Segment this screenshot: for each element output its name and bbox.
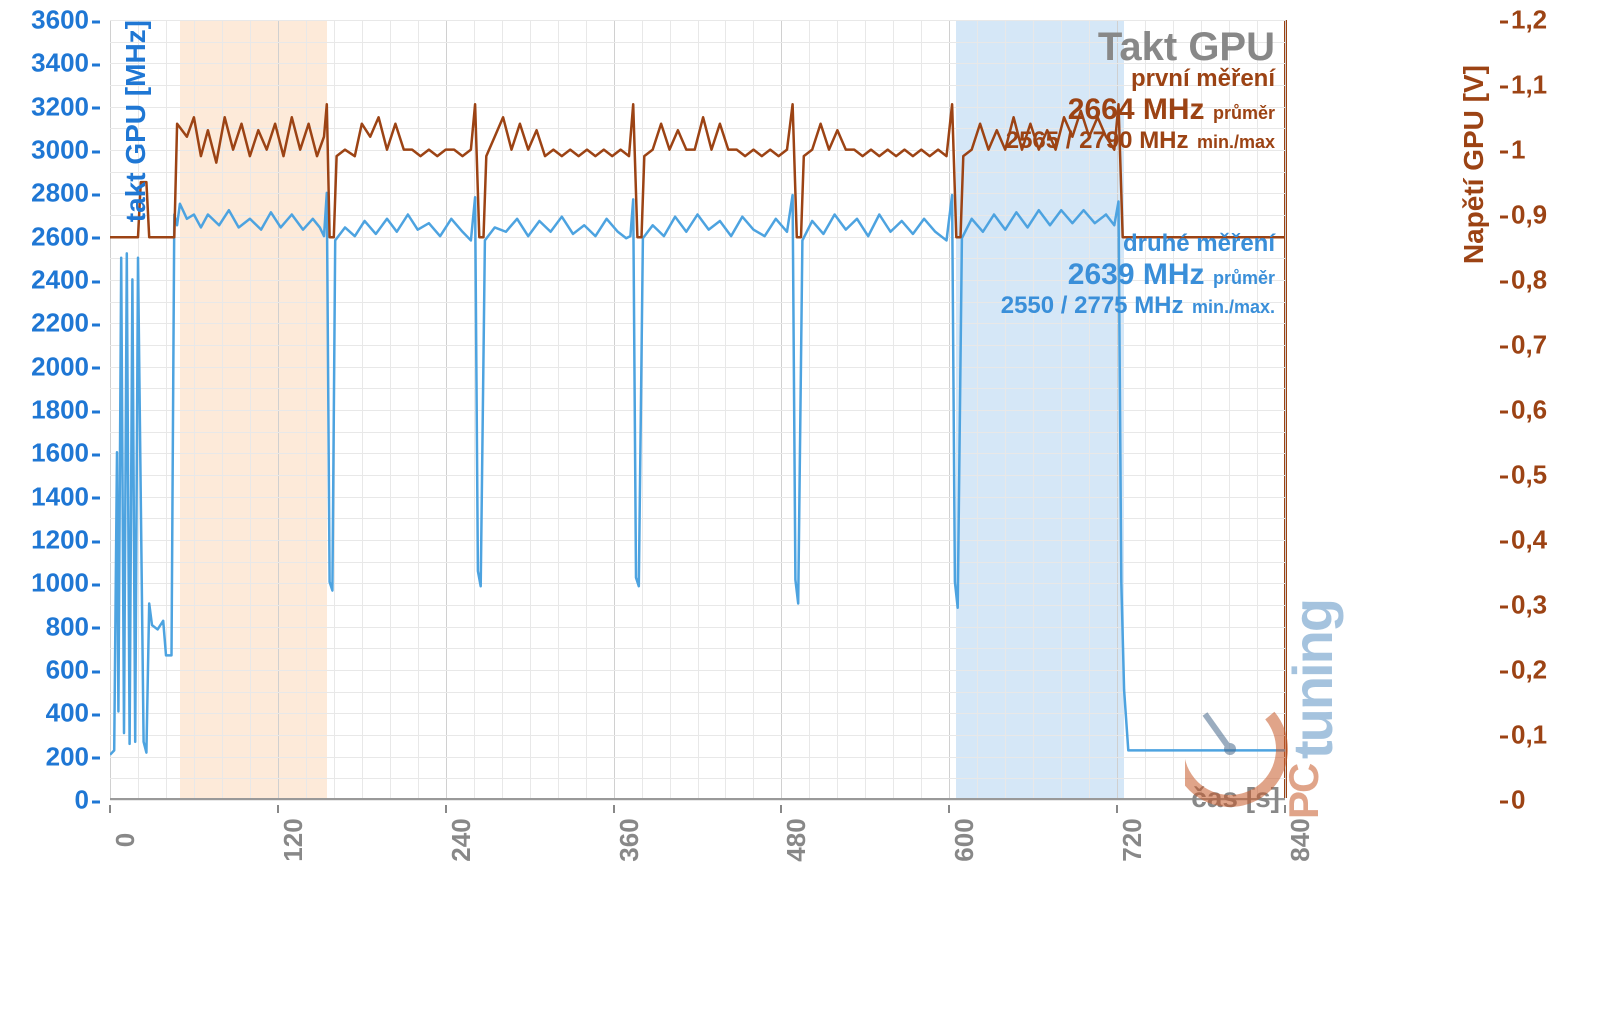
y-left-tick: 1000 bbox=[31, 568, 100, 599]
y-left-tick: 2200 bbox=[31, 308, 100, 339]
annotation-first-avg-label: průměr bbox=[1213, 103, 1275, 123]
y-left-tick: 2600 bbox=[31, 221, 100, 252]
x-tick: 600 bbox=[949, 818, 980, 861]
y-left-tick: 200 bbox=[46, 741, 100, 772]
y-right-tick: 0,7 bbox=[1500, 330, 1547, 361]
y-right-tick: 1,2 bbox=[1500, 5, 1547, 36]
y-left-tick: 1600 bbox=[31, 438, 100, 469]
chart-title: Takt GPU bbox=[1098, 25, 1275, 70]
x-tick: 0 bbox=[110, 833, 141, 847]
y-left-tick: 3600 bbox=[31, 5, 100, 36]
y-left-tick: 1800 bbox=[31, 395, 100, 426]
y-right-tick: 0,3 bbox=[1500, 590, 1547, 621]
annotation-second-heading: druhé měření bbox=[1001, 230, 1275, 258]
y-left-tick: 3400 bbox=[31, 48, 100, 79]
annotation-second-range: 2550 / 2775 MHz bbox=[1001, 292, 1184, 319]
y-right-ticks: 00,10,20,30,40,50,60,70,80,911,11,2 bbox=[1495, 20, 1590, 800]
y-left-tick: 3200 bbox=[31, 91, 100, 122]
y-right-tick: 0,6 bbox=[1500, 395, 1547, 426]
chart-container: 0200400600800100012001400160018002000220… bbox=[10, 10, 1590, 999]
annotation-second-avg: 2639 MHz bbox=[1068, 258, 1205, 291]
y-left-tick: 400 bbox=[46, 698, 100, 729]
y-right-axis-label: Napětí GPU [V] bbox=[1458, 65, 1490, 264]
y-left-ticks: 0200400600800100012001400160018002000220… bbox=[10, 20, 105, 800]
y-left-tick: 800 bbox=[46, 611, 100, 642]
y-right-tick: 0,9 bbox=[1500, 200, 1547, 231]
watermark-tuning: tuning bbox=[1280, 600, 1345, 759]
x-ticks: 0120240360480600720840 bbox=[110, 805, 1285, 905]
annotation-second: druhé měření 2639 MHz průměr 2550 / 2775… bbox=[1001, 230, 1275, 320]
annotation-first-heading: první měření bbox=[1006, 65, 1275, 93]
y-right-tick: 0,4 bbox=[1500, 525, 1547, 556]
x-tick: 360 bbox=[614, 818, 645, 861]
annotation-first: první měření 2664 MHz průměr 2565 / 2790… bbox=[1006, 65, 1275, 155]
annotation-first-avg: 2664 MHz bbox=[1068, 93, 1205, 126]
y-left-axis-label: takt GPU [MHz] bbox=[120, 20, 152, 222]
y-right-tick: 0,2 bbox=[1500, 655, 1547, 686]
y-right-tick: 1,1 bbox=[1500, 70, 1547, 101]
y-left-tick: 1200 bbox=[31, 525, 100, 556]
y-left-tick: 3000 bbox=[31, 135, 100, 166]
x-tick: 240 bbox=[446, 818, 477, 861]
annotation-first-range: 2565 / 2790 MHz bbox=[1006, 127, 1189, 154]
y-left-tick: 600 bbox=[46, 655, 100, 686]
y-left-tick: 0 bbox=[75, 785, 100, 816]
x-tick: 720 bbox=[1117, 818, 1148, 861]
y-left-tick: 2800 bbox=[31, 178, 100, 209]
y-right-tick: 1 bbox=[1500, 135, 1525, 166]
x-tick: 480 bbox=[781, 818, 812, 861]
watermark-pc: PC bbox=[1280, 765, 1328, 819]
y-right-tick: 0,8 bbox=[1500, 265, 1547, 296]
x-tick: 840 bbox=[1285, 818, 1316, 861]
y-left-tick: 2000 bbox=[31, 351, 100, 382]
y-right-tick: 0,5 bbox=[1500, 460, 1547, 491]
y-right-tick: 0,1 bbox=[1500, 720, 1547, 751]
x-tick: 120 bbox=[278, 818, 309, 861]
annotation-first-range-label: min./max bbox=[1197, 132, 1275, 152]
y-right-tick: 0 bbox=[1500, 785, 1525, 816]
x-axis-label: čas [s] bbox=[1191, 782, 1280, 814]
annotation-second-range-label: min./max. bbox=[1192, 297, 1275, 317]
y-left-tick: 1400 bbox=[31, 481, 100, 512]
y-left-tick: 2400 bbox=[31, 265, 100, 296]
annotation-second-avg-label: průměr bbox=[1213, 268, 1275, 288]
